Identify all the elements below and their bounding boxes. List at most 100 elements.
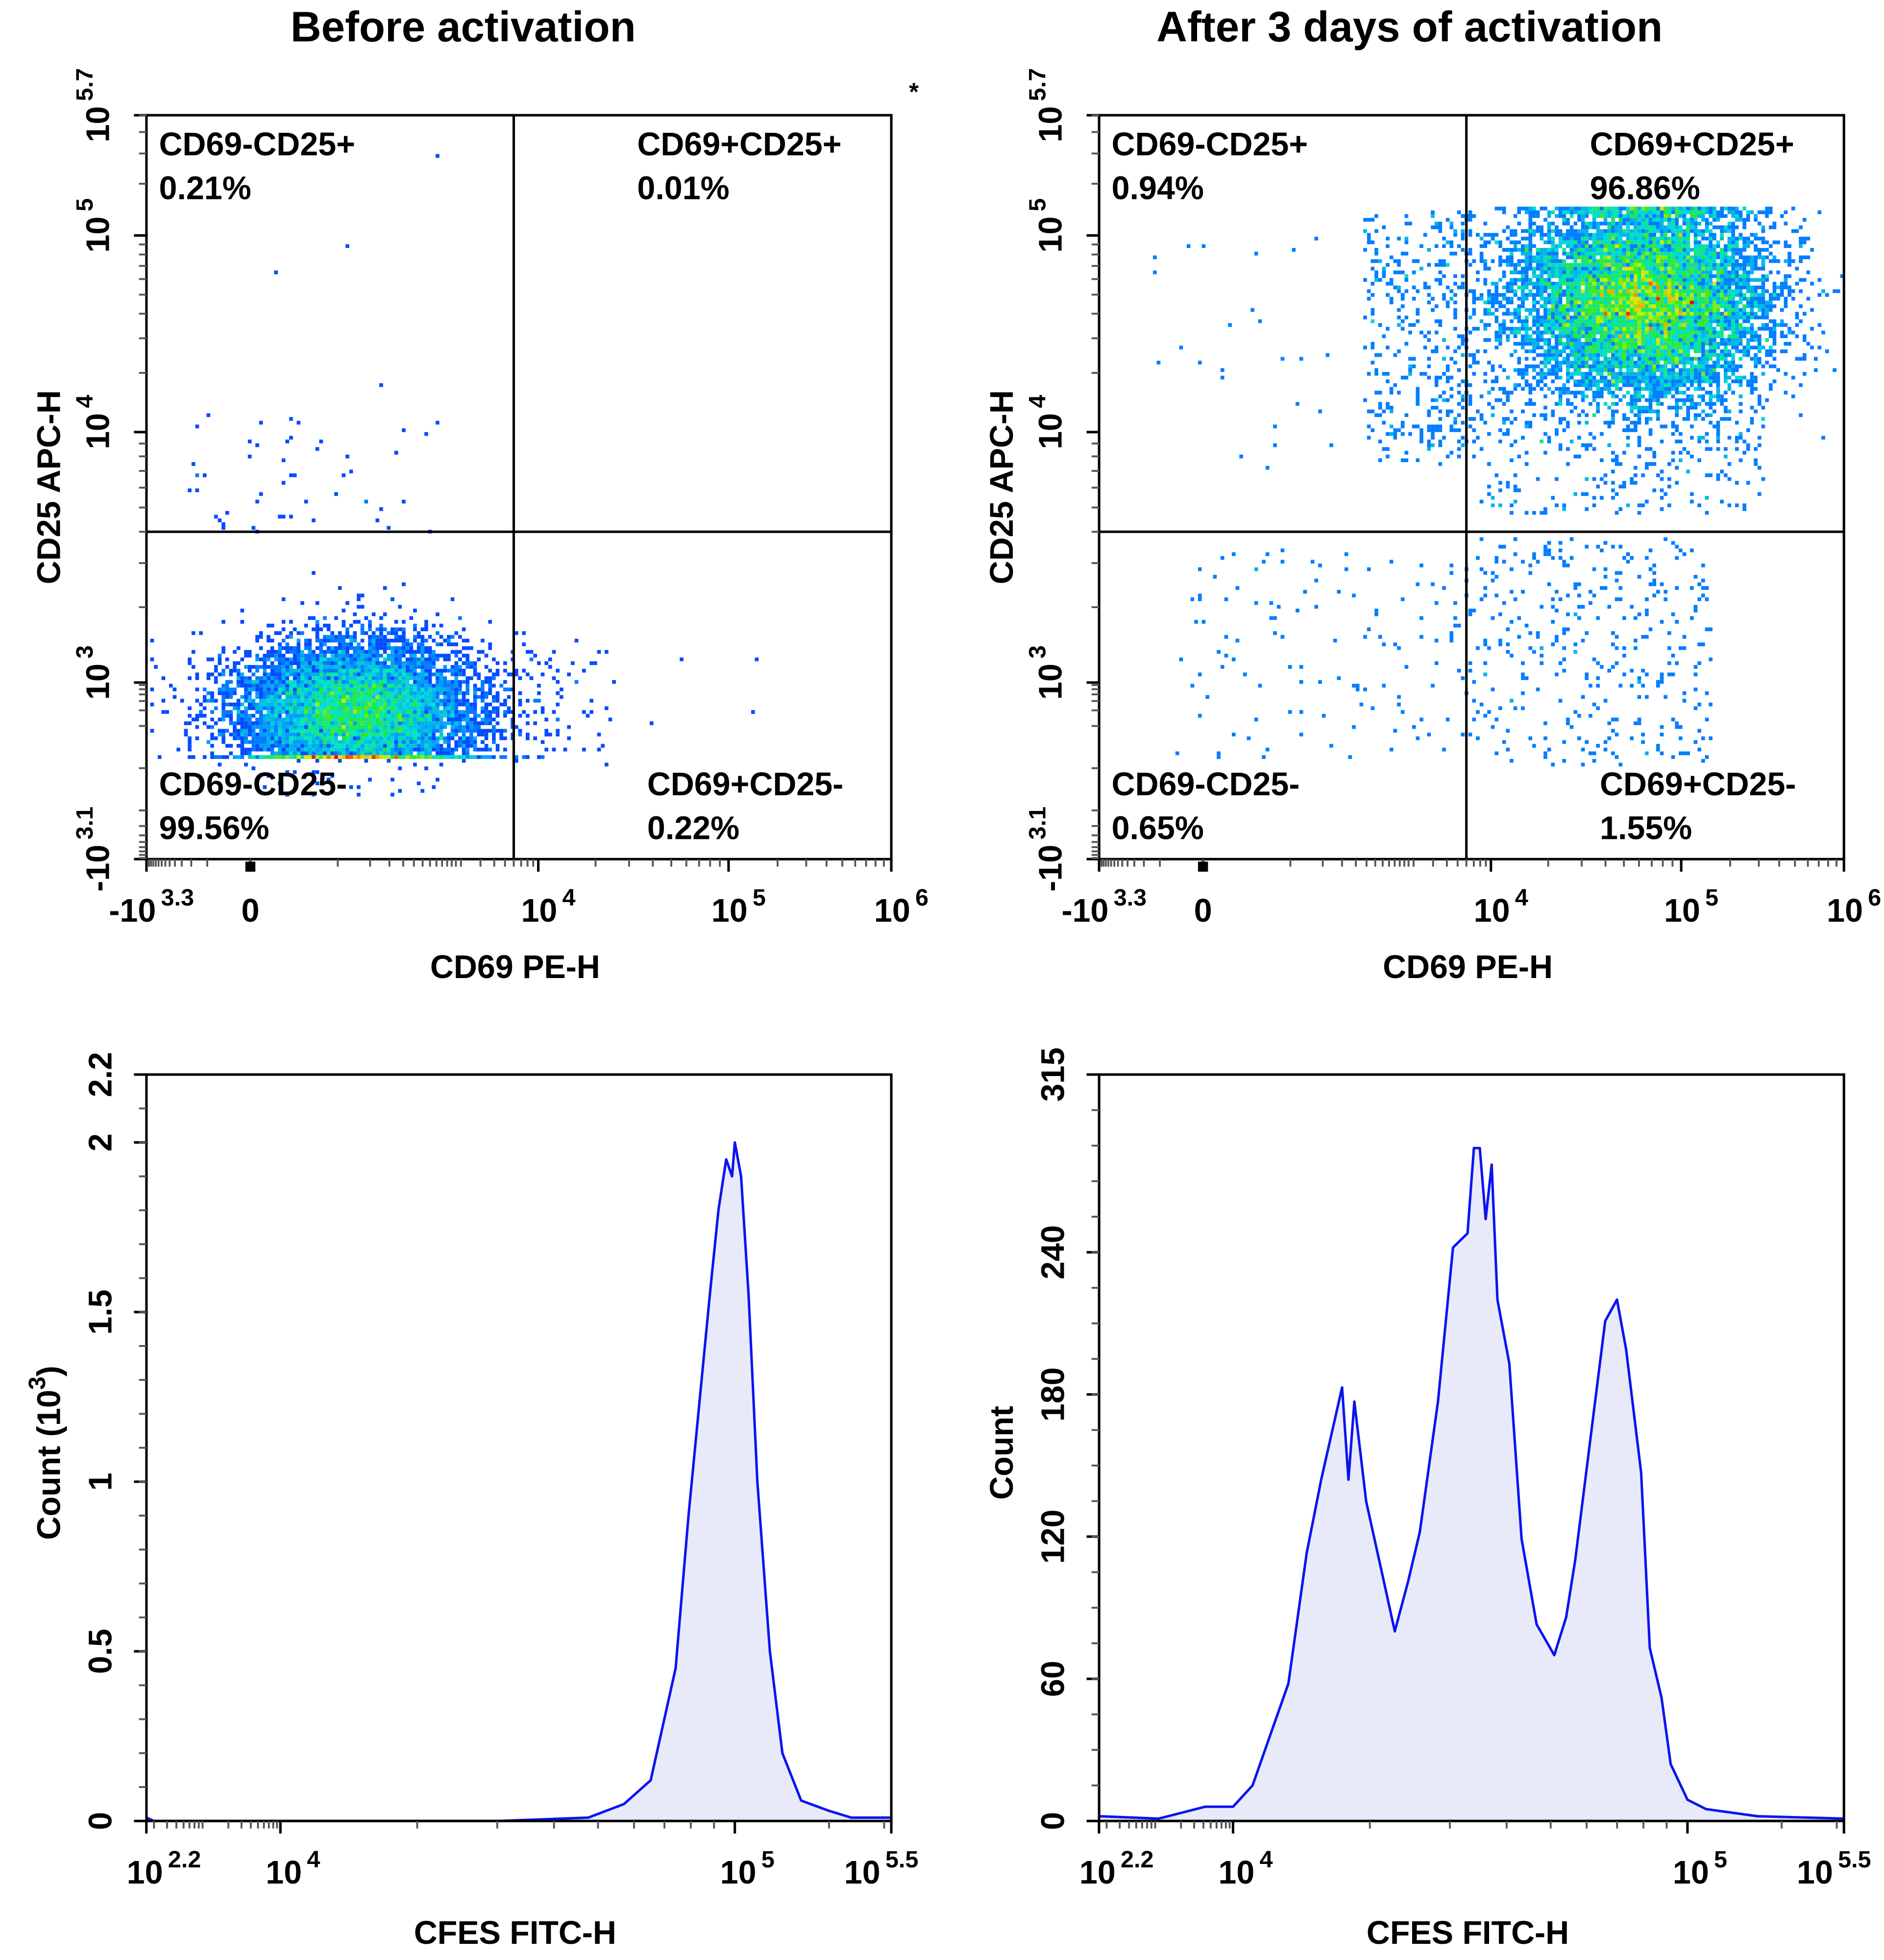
density-cell (304, 654, 308, 658)
density-cell (413, 657, 417, 662)
density-cell (1528, 383, 1533, 387)
density-cell (353, 684, 357, 688)
density-cell (315, 646, 319, 650)
density-cell (1626, 364, 1630, 368)
density-cell (458, 713, 462, 718)
density-cell (326, 687, 331, 691)
density-cell (206, 672, 211, 677)
density-cell (315, 759, 319, 763)
density-cell (416, 672, 421, 677)
density-cell (495, 668, 500, 673)
density-cell (263, 668, 267, 673)
density-cell (1667, 267, 1671, 271)
density-cell (443, 725, 447, 729)
density-cell (1589, 248, 1592, 252)
density-cell (405, 680, 410, 684)
density-cell (315, 627, 319, 632)
density-cell (1761, 293, 1765, 297)
density-cell (454, 691, 459, 695)
density-cell (1750, 391, 1754, 395)
density-cell (1799, 259, 1803, 263)
density-cell (1701, 375, 1705, 380)
density-cell (574, 680, 579, 684)
density-cell (1607, 285, 1612, 290)
density-cell (319, 638, 323, 643)
density-cell (1709, 229, 1713, 233)
density-cell (274, 631, 278, 635)
density-cell (1611, 312, 1615, 316)
density-cell (1817, 278, 1822, 282)
density-cell (1611, 368, 1615, 372)
density-cell (1592, 345, 1596, 350)
density-cell (1648, 206, 1653, 211)
density-cell (402, 747, 406, 752)
density-cell (300, 747, 304, 752)
density-cell (1622, 308, 1626, 312)
density-cell (391, 717, 394, 722)
density-cell (1645, 278, 1649, 282)
density-cell (1577, 361, 1581, 365)
density-cell (1645, 255, 1649, 260)
density-cell (432, 710, 436, 714)
density-cell (225, 695, 229, 699)
density-cell (1596, 323, 1600, 327)
density-cell (1498, 278, 1502, 282)
density-cell (413, 755, 417, 759)
density-cell (1577, 368, 1581, 372)
density-cell (1573, 308, 1578, 312)
density-cell (349, 717, 353, 722)
density-cell (1656, 345, 1660, 350)
density-cell (1776, 293, 1780, 297)
density-cell (323, 650, 327, 654)
density-cell (1727, 263, 1732, 267)
density-cell (492, 710, 496, 714)
density-cell (1645, 330, 1649, 335)
density-cell (1660, 210, 1664, 215)
density-cell (398, 650, 402, 654)
density-cell (255, 740, 259, 744)
density-cell (206, 725, 211, 729)
density-cell (1701, 233, 1705, 237)
density-cell (1686, 267, 1690, 271)
density-cell (1607, 270, 1612, 274)
density-cell (398, 733, 402, 736)
density-cell (1630, 394, 1634, 398)
density-cell (371, 710, 376, 714)
density-cell (507, 706, 511, 710)
density-cell (1600, 289, 1604, 294)
density-cell (428, 680, 432, 684)
density-cell (259, 676, 263, 680)
density-cell (1641, 316, 1645, 319)
density-cell (1667, 214, 1671, 218)
density-cell (296, 420, 301, 425)
density-cell (1566, 267, 1570, 271)
density-cell (1615, 282, 1619, 286)
density-cell (1656, 300, 1660, 305)
density-cell (436, 713, 440, 718)
density-cell (315, 684, 319, 688)
density-cell (364, 631, 368, 635)
density-cell (345, 721, 349, 725)
density-cell (1664, 282, 1668, 286)
density-cell (319, 721, 323, 725)
density-cell (270, 684, 274, 688)
density-cell (1671, 293, 1675, 297)
density-cell (458, 736, 462, 740)
density-cell (1517, 210, 1521, 215)
density-cell (1675, 387, 1679, 391)
density-cell (522, 710, 526, 714)
density-cell (255, 717, 259, 722)
density-cell (1592, 255, 1596, 260)
density-cell (1648, 210, 1653, 215)
density-cell (319, 699, 323, 703)
density-cell (315, 668, 319, 673)
density-cell (428, 691, 432, 695)
density-cell (1686, 353, 1690, 357)
density-cell (375, 733, 380, 736)
density-cell (450, 668, 455, 673)
density-cell (436, 751, 440, 756)
density-cell (236, 717, 241, 722)
density-cell (1611, 289, 1615, 294)
density-cell (379, 383, 383, 387)
density-cell (334, 729, 338, 733)
